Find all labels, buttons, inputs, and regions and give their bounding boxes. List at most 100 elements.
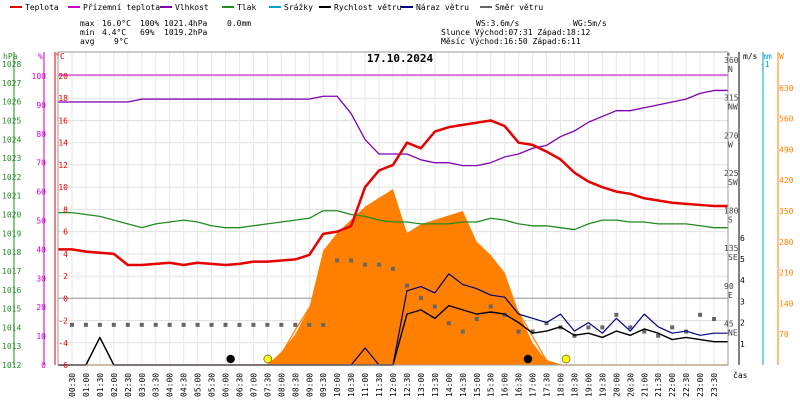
hpa-tick-label: 1012: [2, 361, 21, 370]
stat-value: 0.0mm: [227, 19, 251, 28]
direction-tick-name: SW: [728, 178, 738, 187]
direction-tick-name: E: [728, 291, 733, 300]
temperature-tick-label: 18: [58, 94, 68, 103]
solar-tick-label: 560: [779, 115, 794, 124]
direction-tick-name: SE: [728, 253, 738, 262]
direction-tick-name: NW: [728, 103, 738, 112]
direction-tick-name: N: [728, 65, 733, 74]
hpa-tick-label: 1016: [2, 286, 21, 295]
wind-direction-point: [418, 296, 423, 301]
wind-direction-point: [698, 312, 703, 317]
hpa-tick-label: 1026: [2, 98, 21, 107]
humidity-tick-label: 50: [36, 217, 46, 226]
speed-tick-label: 4: [740, 276, 745, 285]
x-tick-label: 03:30: [152, 373, 161, 397]
x-tick-label: 02:30: [124, 373, 133, 397]
x-tick-label: 11:30: [375, 373, 384, 397]
wind-direction-point: [251, 322, 256, 327]
legend-label: Rychlost větru: [334, 3, 402, 12]
speed-tick-label: 3: [740, 297, 745, 306]
x-tick-label: 04:00: [166, 373, 175, 397]
x-tick-label: 12:30: [403, 373, 412, 397]
solar-tick-label: 210: [779, 269, 794, 278]
solar-tick-label: 420: [779, 176, 794, 185]
humidity-tick-label: 100: [32, 72, 47, 81]
x-tick-label: 22:00: [668, 373, 677, 397]
wind-direction-point: [614, 312, 619, 317]
temperature-tick-label: 10: [58, 183, 68, 192]
legend-label: Přízemní teplota: [83, 3, 160, 12]
legend: Teplota Přízemní teplota Vlhkost Tlak Srážky…: [10, 3, 543, 12]
direction-tick-label: 90: [724, 282, 734, 291]
hpa-tick-label: 1020: [2, 211, 21, 220]
wind-direction-point: [125, 322, 130, 327]
stat-value: 69%: [140, 28, 155, 37]
wind-direction-point: [293, 322, 298, 327]
legend-label: Vlhkost: [175, 3, 209, 12]
humidity-tick-label: 70: [36, 159, 46, 168]
speed-tick-label: 5: [740, 255, 745, 264]
x-tick-label: 23:30: [710, 373, 719, 397]
wind-direction-point: [377, 262, 382, 267]
x-tick-label: 21:00: [640, 373, 649, 397]
direction-tick-label: 315: [724, 94, 739, 103]
temperature-tick-label: 0: [63, 294, 68, 303]
moon-times: Měsíc Východ:16:50 Západ:6:11: [441, 37, 581, 46]
direction-tick-label: 360: [724, 56, 739, 65]
x-tick-label: 14:00: [445, 373, 454, 397]
hpa-tick-label: 1028: [2, 60, 21, 69]
direction-axis-label: °: [726, 52, 731, 61]
wind-direction-point: [656, 333, 661, 338]
series-line-teplota: [58, 119, 728, 267]
hpa-tick-label: 1023: [2, 154, 21, 163]
stat-value: 9°C: [114, 37, 129, 46]
x-tick-label: 22:30: [682, 373, 691, 397]
humidity-tick-label: 0: [41, 361, 46, 370]
x-tick-label: 01:30: [96, 373, 105, 397]
temperature-axis-label: °C: [55, 52, 65, 61]
temperature-tick-label: -6: [58, 361, 68, 370]
wind-direction-point: [628, 325, 633, 330]
hpa-axis-label: hPa: [3, 52, 18, 61]
hpa-tick-label: 1019: [2, 229, 21, 238]
direction-tick-label: 45: [724, 319, 734, 328]
humidity-tick-label: 80: [36, 130, 46, 139]
wind-direction-point: [111, 322, 116, 327]
stat-value: 100%: [140, 19, 159, 28]
hpa-tick-label: 1021: [2, 192, 21, 201]
hpa-tick-label: 1013: [2, 342, 21, 351]
x-tick-label: 09:30: [319, 373, 328, 397]
x-tick-label: 19:00: [584, 373, 593, 397]
series-line-tlak: [58, 210, 728, 231]
humidity-axis-label: %: [38, 52, 43, 61]
x-tick-label: 19:30: [598, 373, 607, 397]
hpa-tick-label: 1014: [2, 323, 21, 332]
stat-value: 16.0°C: [102, 19, 131, 28]
sun-moon-markers: [226, 354, 571, 364]
x-tick-label: 21:30: [654, 373, 663, 397]
humidity-tick-label: 40: [36, 245, 46, 254]
temperature-tick-label: 4: [63, 250, 68, 259]
wind-direction-point: [670, 325, 675, 330]
x-tick-label: 16:00: [501, 373, 510, 397]
legend-label: Směr větru: [495, 3, 543, 12]
x-tick-label: 16:30: [515, 373, 524, 397]
wind-direction-point: [69, 322, 74, 327]
x-tick-label: 15:00: [473, 373, 482, 397]
rain-tick-label: -1: [760, 60, 770, 69]
legend-label: Tlak: [237, 3, 256, 12]
wind-direction-point: [600, 325, 605, 330]
humidity-tick-label: 90: [36, 101, 46, 110]
wind-direction-point: [474, 317, 479, 322]
wind-direction-point: [223, 322, 228, 327]
x-tick-label: 08:30: [291, 373, 300, 397]
stat-value: max: [80, 19, 95, 28]
solar-tick-label: 350: [779, 207, 794, 216]
x-tick-label: 08:00: [277, 373, 286, 397]
hpa-tick-label: 1017: [2, 267, 21, 276]
stat-value: 1019.2hPa: [164, 28, 208, 37]
wind-direction-point: [712, 317, 717, 322]
wind-direction-point: [391, 266, 395, 271]
humidity-tick-label: 30: [36, 274, 46, 283]
